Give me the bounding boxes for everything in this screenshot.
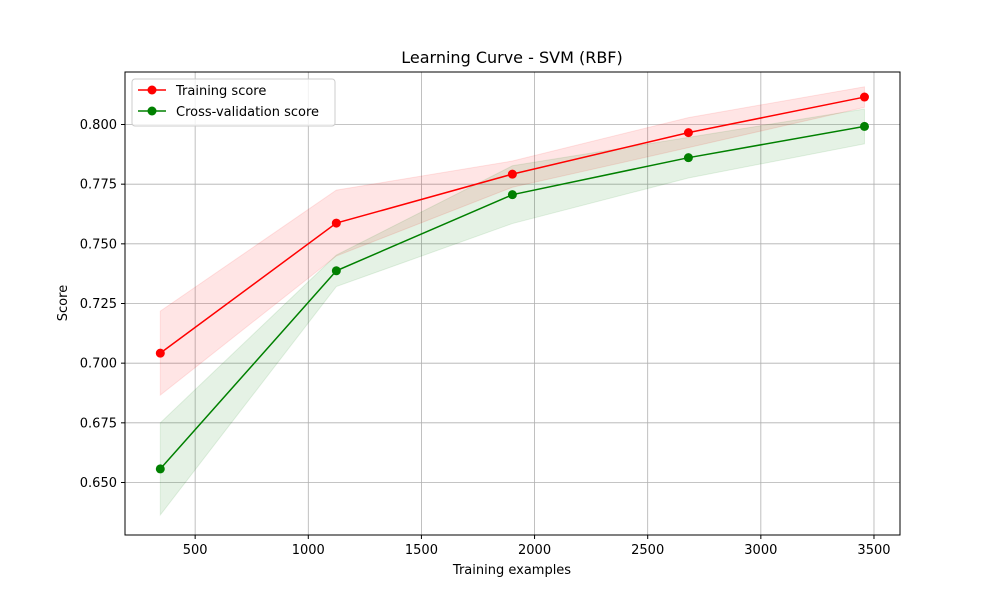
y-tick-label: 0.775 (80, 178, 117, 193)
training-score-point (859, 92, 869, 102)
x-tick-label: 2000 (518, 543, 551, 558)
legend-box (131, 78, 336, 127)
training-score-point (331, 218, 341, 228)
legend-label-training: Training score (175, 84, 266, 99)
y-tick-label: 0.650 (80, 476, 117, 491)
y-tick-label: 0.800 (80, 118, 117, 133)
cross-validation-score-point (155, 464, 165, 474)
y-tick-label: 0.700 (80, 357, 117, 372)
chart-title: Learning Curve - SVM (RBF) (401, 48, 622, 67)
training-score-point (683, 128, 693, 138)
cross-validation-score-point (859, 121, 869, 131)
training-score-band (159, 86, 865, 397)
x-tick-label: 500 (183, 543, 208, 558)
x-tick-label: 1000 (292, 543, 325, 558)
x-tick-label: 1500 (405, 543, 438, 558)
line-layer (155, 92, 869, 474)
y-tick-label: 0.675 (80, 416, 117, 431)
legend-marker-training (147, 85, 157, 95)
legend-label-cross-validation: Cross-validation score (176, 105, 319, 120)
y-axis-label: Score (56, 285, 71, 321)
cross-validation-score-point (331, 266, 341, 276)
grid-layer (125, 72, 900, 535)
y-tick-label: 0.725 (80, 297, 117, 312)
cross-validation-score-point (507, 190, 517, 200)
training-score-point (155, 348, 165, 358)
tick-layer: 500 1000 1500 2000 2500 3000 3500 0.650 0.675 0.7… (80, 118, 891, 558)
x-tick-label: 3000 (744, 543, 777, 558)
y-tick-label: 0.750 (80, 237, 117, 252)
x-tick-label: 3500 (857, 543, 890, 558)
legend-marker-cross-validation (147, 106, 157, 116)
training-score-point (507, 169, 517, 179)
x-tick-label: 2500 (631, 543, 664, 558)
cross-validation-score-point (683, 153, 693, 163)
legend: Training score Cross-validation score (131, 78, 336, 127)
x-axis-label: Training examples (452, 563, 571, 578)
